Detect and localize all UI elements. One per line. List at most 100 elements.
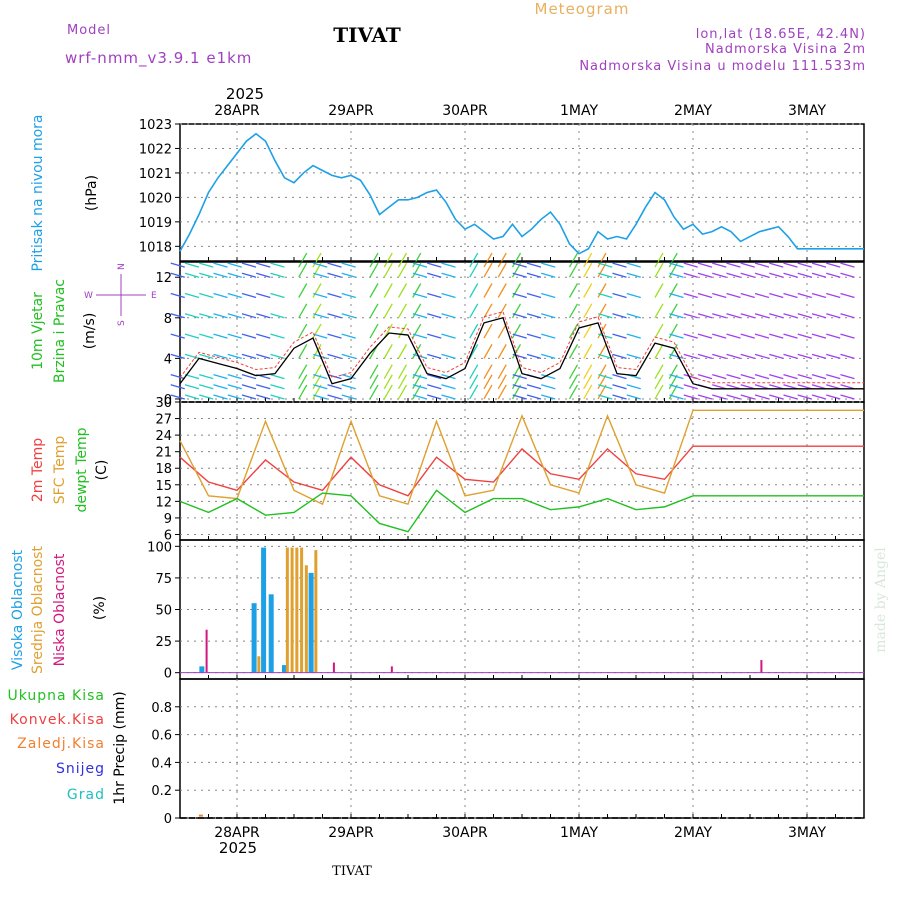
wind-vector-292: [626, 333, 641, 339]
wind-vector-386: [769, 262, 784, 268]
wind-vector-298: [654, 374, 664, 390]
wind-vector-418: [826, 333, 841, 339]
wind-vector-253: [583, 374, 593, 390]
model-elevation-label: Nadmorska Visina u modelu 111.533m: [579, 59, 866, 74]
wind-vector-240: [541, 292, 556, 299]
wind-vector-170: [427, 262, 442, 268]
wind-vector-382: [769, 333, 784, 339]
wind-vector-163: [427, 384, 442, 390]
wind-vector-231: [526, 292, 542, 299]
low-cloud-bar-2: [390, 666, 393, 673]
wind-vector-265: [597, 323, 607, 339]
pressure-panel: 1018 1019 1020 1021 1022 1023: [139, 118, 865, 262]
wind-vector-365: [740, 313, 755, 319]
temp-frame: [179, 401, 865, 541]
wind-vector-280: [612, 384, 627, 390]
wind-vector-376: [754, 272, 770, 278]
wind-vector-373: [754, 333, 770, 339]
wind-vector-241: [541, 272, 556, 278]
wind-vector-430: [840, 272, 855, 278]
pressure-ytick-label-5: 1023: [139, 118, 172, 133]
date-top-5: 3MAY: [788, 103, 826, 119]
wind-vector-345: [712, 353, 727, 360]
wind-vector-98: [313, 262, 328, 268]
wind-vector-112: [341, 333, 356, 339]
date-bottom-2: 30APR: [442, 825, 488, 841]
wind-vector-138: [397, 344, 408, 359]
wind-vector-425: [840, 374, 855, 380]
wind-vector-221: [512, 313, 527, 319]
wind-vector-121: [369, 323, 379, 339]
temp-ytick-label-8: 30: [155, 396, 172, 411]
wind-vector-183: [469, 344, 479, 359]
wind-vector-99: [327, 394, 342, 400]
compass-n: N: [117, 263, 127, 270]
wind-vector-303: [654, 283, 664, 298]
legend-ukupna-kisa: Ukupna Kisa: [7, 688, 105, 704]
wind-vector-117: [369, 384, 379, 400]
wind-vector-309: [668, 344, 678, 359]
wind-vector-348: [712, 292, 727, 299]
wind-vector-429: [840, 292, 855, 299]
wind-vector-238: [541, 333, 556, 339]
wind-vector-32: [213, 313, 228, 319]
wind-vector-36: [227, 394, 242, 400]
wind-vector-286: [612, 272, 627, 278]
wind-vector-149: [412, 303, 422, 319]
wind-vector-212: [511, 303, 522, 319]
wind-vector-356: [726, 313, 741, 319]
wind-vector-104: [327, 313, 342, 319]
wind-ylabel: (m/s): [82, 313, 98, 350]
wind-vector-154: [412, 384, 428, 390]
wind-vector-171: [441, 394, 456, 400]
wind-vector-191: [483, 364, 493, 379]
wind-speed-line: [179, 317, 864, 390]
wind-vector-124: [369, 262, 379, 278]
wind-vector-301: [654, 323, 664, 339]
wind-vector-363: [740, 353, 755, 360]
wind-vector-359: [726, 262, 741, 268]
wind-vector-405: [811, 394, 827, 400]
wind-vector-18: [199, 394, 214, 400]
wind-vector-297: [654, 384, 664, 400]
wind-vector-153: [412, 394, 428, 400]
wind-vector-196: [483, 262, 493, 278]
wind-vector-338: [697, 313, 713, 319]
rain-total-bar-0: [198, 814, 203, 817]
wind-vector-335: [697, 374, 713, 380]
wind-vector-44: [227, 262, 242, 268]
wind-vector-407: [811, 374, 827, 380]
wind-vector-423: [840, 394, 855, 400]
wind-vector-279: [612, 394, 627, 400]
wind-vector-146: [412, 364, 422, 379]
wind-vector-403: [797, 272, 812, 278]
wind-vector-15: [184, 292, 200, 299]
wind-vector-174: [441, 353, 456, 360]
wind-vector-111: [341, 353, 356, 360]
wind-vector-340: [697, 272, 713, 278]
wind-vector-16: [184, 272, 200, 278]
wind-vector-78: [298, 283, 308, 298]
wind-vector-49: [241, 333, 257, 339]
wind-vector-123: [369, 283, 379, 298]
wind-vector-162: [427, 394, 442, 400]
wind-vector-299: [654, 364, 664, 379]
wind-vector-332: [683, 262, 698, 268]
wind-vector-181: [469, 374, 479, 390]
wind-vector-242: [541, 262, 556, 268]
wind-vector-375: [754, 292, 770, 299]
wind-vector-402: [797, 292, 812, 299]
wind-vector-284: [612, 313, 627, 319]
high-cloud-bar-0: [199, 666, 205, 673]
wind-vector-269: [597, 252, 607, 268]
wind-vector-50: [241, 313, 257, 319]
mid-cloud-bar-6: [314, 550, 318, 673]
wind-vector-19: [199, 384, 214, 390]
wind-vector-406: [811, 384, 827, 390]
wind-vector-342: [712, 394, 727, 400]
wind-vector-91: [313, 384, 328, 390]
wind-vector-331: [683, 272, 698, 278]
wind-vector-229: [526, 333, 542, 339]
wind-vector-38: [227, 374, 242, 380]
pressure-ytick-label-0: 1018: [139, 240, 172, 255]
